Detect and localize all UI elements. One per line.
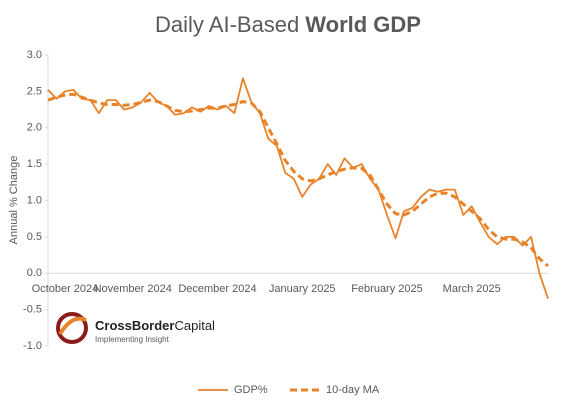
title-part: Daily AI-Based [155, 12, 299, 37]
x-tick-label: February 2025 [351, 283, 423, 295]
title-part-bold: World GDP [305, 12, 421, 37]
y-axis-label: Annual % Change [8, 156, 20, 245]
y-tick-label: -1.0 [23, 340, 42, 352]
y-tick-label: 0.5 [27, 231, 42, 243]
y-tick-label: 3.0 [27, 49, 42, 61]
y-tick-label: 0.0 [27, 267, 42, 279]
x-tick-label: January 2025 [269, 283, 336, 295]
logo: CrossBorderCapital Implementing Insight [56, 312, 215, 344]
x-tick-label: March 2025 [443, 283, 501, 295]
x-tick-label: October 2024 [32, 283, 99, 295]
y-tick-label: 2.5 [27, 85, 42, 97]
series-line [47, 92, 549, 268]
y-tick-label: 1.0 [27, 194, 42, 206]
y-tick-label: 1.5 [27, 158, 42, 170]
logo-tagline: Implementing Insight [95, 335, 170, 344]
series-line [47, 77, 549, 299]
logo-swoosh [58, 316, 87, 336]
logo-name: CrossBorderCapital [95, 318, 215, 333]
logo-ring [56, 312, 88, 344]
logo-name-regular: Capital [174, 318, 215, 333]
y-tick-label: 2.0 [27, 122, 42, 134]
x-tick-label: November 2024 [94, 283, 172, 295]
x-tick-label: December 2024 [178, 283, 256, 295]
chart-title: Daily AI-Based World GDP [155, 12, 421, 37]
legend-label: 10-day MA [326, 384, 380, 396]
y-tick-label: -0.5 [23, 304, 42, 316]
logo-name-bold: CrossBorder [95, 318, 174, 333]
legend-label: GDP% [234, 384, 268, 396]
